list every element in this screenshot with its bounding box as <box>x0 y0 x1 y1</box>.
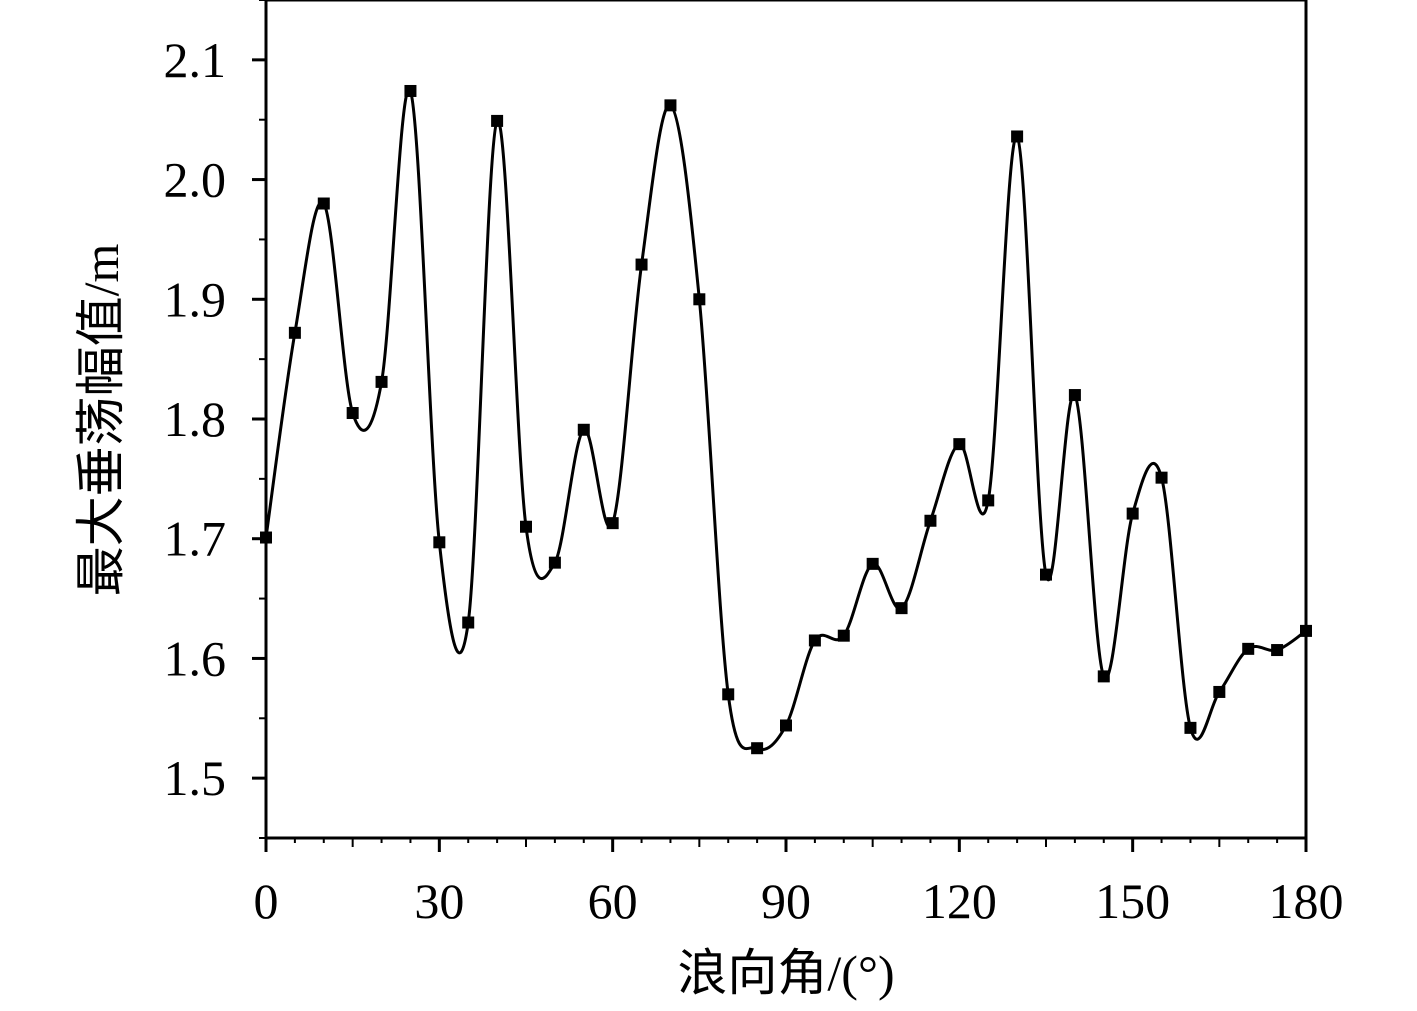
data-point-marker <box>1068 389 1081 402</box>
data-point-marker <box>1011 130 1024 143</box>
data-point-marker <box>520 520 532 533</box>
data-point-marker <box>548 556 561 569</box>
x-tick-label: 30 <box>414 873 464 929</box>
data-point-marker <box>1271 644 1284 657</box>
y-tick-label: 1.7 <box>164 511 227 567</box>
data-point-marker <box>751 742 764 755</box>
x-tick-label: 60 <box>588 873 638 929</box>
x-tick-label: 150 <box>1095 873 1170 929</box>
tick-labels: 0 30 60 90 120 150 180 1.5 1.6 1.7 1.8 1.9 2.0 2.1 <box>164 32 1344 929</box>
data-point-marker <box>866 557 879 570</box>
x-tick-label: 180 <box>1269 873 1344 929</box>
y-tick-label: 1.6 <box>164 630 227 686</box>
x-tick-label: 120 <box>922 873 997 929</box>
y-tick-label: 1.5 <box>164 750 227 806</box>
x-tick-label: 0 <box>254 873 279 929</box>
y-tick-label: 1.8 <box>164 391 227 447</box>
y-tick-label: 2.0 <box>164 152 227 208</box>
y-tick-label: 2.1 <box>164 32 227 88</box>
data-point-marker <box>375 375 388 388</box>
data-point-marker <box>837 629 850 642</box>
data-point-marker <box>1213 685 1226 698</box>
data-point-marker <box>953 438 966 451</box>
data-point-marker <box>982 494 995 507</box>
data-point-marker <box>1300 624 1312 637</box>
data-point-marker <box>1242 642 1255 655</box>
data-point-marker <box>404 84 417 97</box>
x-tick-label: 90 <box>761 873 811 929</box>
data-point-marker <box>1097 670 1110 683</box>
series-lines <box>264 87 1307 751</box>
data-point-marker <box>664 99 677 112</box>
data-point-marker <box>722 688 735 701</box>
data-point-marker <box>606 517 619 530</box>
data-point-marker <box>808 634 821 647</box>
plot-frame <box>264 0 1308 840</box>
data-point-marker <box>577 423 590 436</box>
data-point-marker <box>462 616 475 629</box>
x-axis-title: 浪向角/(°) <box>677 945 894 1001</box>
data-point-marker <box>288 326 301 339</box>
data-point-marker <box>433 536 446 549</box>
data-point-marker <box>317 197 330 210</box>
data-point-marker <box>1184 721 1197 734</box>
data-point-marker <box>895 602 908 615</box>
y-axis-title: 最大垂荡幅值/m <box>73 244 129 597</box>
data-point-marker <box>693 293 706 306</box>
data-point-marker <box>1126 507 1139 520</box>
series-markers <box>260 84 1312 755</box>
data-point-marker <box>780 719 792 732</box>
data-point-marker <box>635 258 648 271</box>
axis-ticks <box>252 0 1308 852</box>
data-point-marker <box>260 531 272 544</box>
data-point-marker <box>924 514 937 527</box>
y-tick-label: 1.9 <box>164 271 227 327</box>
data-point-marker <box>491 114 504 127</box>
series-line <box>264 87 1307 751</box>
data-point-marker <box>1155 471 1168 484</box>
data-point-marker <box>346 407 359 420</box>
data-point-marker <box>1040 568 1052 581</box>
